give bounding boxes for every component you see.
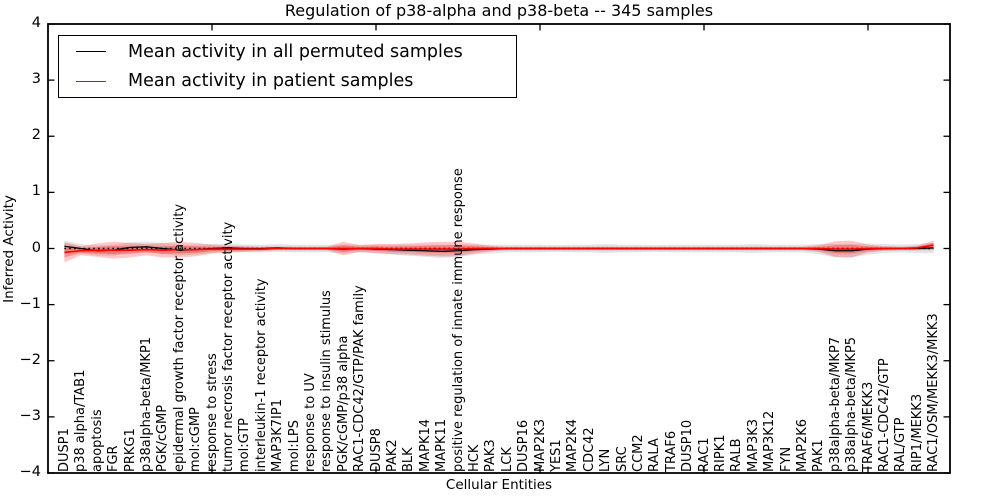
chart-title: Regulation of p38-alpha and p38-beta -- … xyxy=(284,1,714,20)
entity-label: HCK xyxy=(466,444,482,472)
entity-label: PAK1 xyxy=(811,439,827,472)
legend-item-permuted: Mean activity in all permuted samples xyxy=(59,38,516,66)
entity-label: response to stress xyxy=(204,353,220,472)
y-tick-label: 4 xyxy=(31,15,41,31)
entity-label: RIPK1 xyxy=(712,434,728,472)
entity-label: RAC1 xyxy=(696,437,712,472)
entity-label: interleukin-1 receptor activity xyxy=(253,278,269,472)
entity-label: RIP1/MEKK3 xyxy=(909,393,925,472)
entity-label: apoptosis xyxy=(89,409,105,472)
entity-label: TRAF6 xyxy=(663,430,679,472)
entity-label: DUSP16 xyxy=(516,419,532,472)
entity-label: RAL/GTP xyxy=(893,417,909,472)
legend-label-permuted: Mean activity in all permuted samples xyxy=(128,41,463,62)
entity-label: epidermal growth factor receptor activit… xyxy=(171,203,187,472)
entity-label: MAP3K3 xyxy=(745,418,761,472)
y-tick-label: −4 xyxy=(19,464,41,480)
y-tick-label: −3 xyxy=(19,407,41,424)
entity-label: RALA xyxy=(647,438,663,472)
entity-label: CDC42 xyxy=(581,427,597,472)
entity-label: FGR xyxy=(106,445,122,472)
entity-label: PAK3 xyxy=(483,439,499,472)
entity-label: RALB xyxy=(729,438,745,472)
patient-band-outer xyxy=(64,240,934,263)
patient-mean-line xyxy=(64,244,934,254)
patient-band-inner xyxy=(64,242,934,258)
legend-line-sample-patient xyxy=(76,80,106,82)
y-tick-label: 0 xyxy=(31,239,41,256)
entity-label: DUSP1 xyxy=(56,428,72,472)
entity-label: positive regulation of innate immune res… xyxy=(450,168,466,472)
y-tick-label: 2 xyxy=(31,127,41,144)
entity-label: tumor necrosis factor receptor activity xyxy=(220,221,236,472)
entity-label: mol:LPS xyxy=(286,420,302,472)
entity-label: LYN xyxy=(598,448,614,472)
entity-label: PGK/cGMP xyxy=(155,404,171,472)
entity-label: response to UV xyxy=(302,373,318,472)
entity-label: p38alpha-beta/MKP1 xyxy=(138,336,154,472)
entity-label: LCK xyxy=(499,447,515,472)
entity-label: response to insulin stimulus xyxy=(319,290,335,472)
entity-label: RAC1-CDC42/GTP xyxy=(876,358,892,472)
entity-label: YES1 xyxy=(548,439,564,472)
entity-label: SRC xyxy=(614,446,630,472)
entity-label: PAK2 xyxy=(384,439,400,472)
entity-label: FYN xyxy=(778,446,794,472)
entity-label: PRKG1 xyxy=(122,428,138,472)
entity-label: RAC1-CDC42/GTP/PAK family xyxy=(352,285,368,472)
y-tick-label: 3 xyxy=(31,71,41,88)
x-axis-label: Cellular Entities xyxy=(445,477,553,493)
entity-label: MAPK14 xyxy=(417,418,433,472)
entity-label: MAP3K7IP1 xyxy=(270,399,286,472)
entity-label: p38 alpha/TAB1 xyxy=(73,369,89,472)
entity-label: MAP3K12 xyxy=(762,410,778,472)
entity-label: MAP2K4 xyxy=(565,418,581,472)
y-tick-label: −1 xyxy=(19,295,41,312)
y-tick-label: −2 xyxy=(19,351,41,368)
entity-label: p38alpha-beta/MKP7 xyxy=(827,336,843,472)
legend-label-patient: Mean activity in patient samples xyxy=(128,71,414,92)
y-tick-labels: 4 3 2 1 0 −1 −2 −3 −4 xyxy=(0,0,41,500)
y-tick-label: 1 xyxy=(31,183,41,200)
entity-label: TRAF6/MEKK3 xyxy=(860,381,876,472)
entity-label: PGK/cGMP/p38 alpha xyxy=(335,335,351,472)
entity-label: RAC1/OSM/MEKK3/MKK3 xyxy=(926,313,942,472)
legend-line-sample-permuted xyxy=(76,51,106,53)
entity-label: MAP2K3 xyxy=(532,418,548,472)
entity-label: mol:GTP xyxy=(237,418,253,472)
entity-label: BLK xyxy=(401,447,417,472)
entity-label: p38alpha-beta/MKP5 xyxy=(844,336,860,472)
entity-label: CCM2 xyxy=(630,434,646,472)
entity-label: MAPK11 xyxy=(434,418,450,472)
entity-label: DUSP8 xyxy=(368,428,384,472)
entity-label: mol:cGMP xyxy=(188,407,204,472)
legend: Mean activity in all permuted samples Me… xyxy=(58,35,517,98)
entity-label: MAP2K6 xyxy=(794,418,810,472)
legend-item-patient: Mean activity in patient samples xyxy=(59,67,516,95)
entity-label: DUSP10 xyxy=(680,419,696,472)
